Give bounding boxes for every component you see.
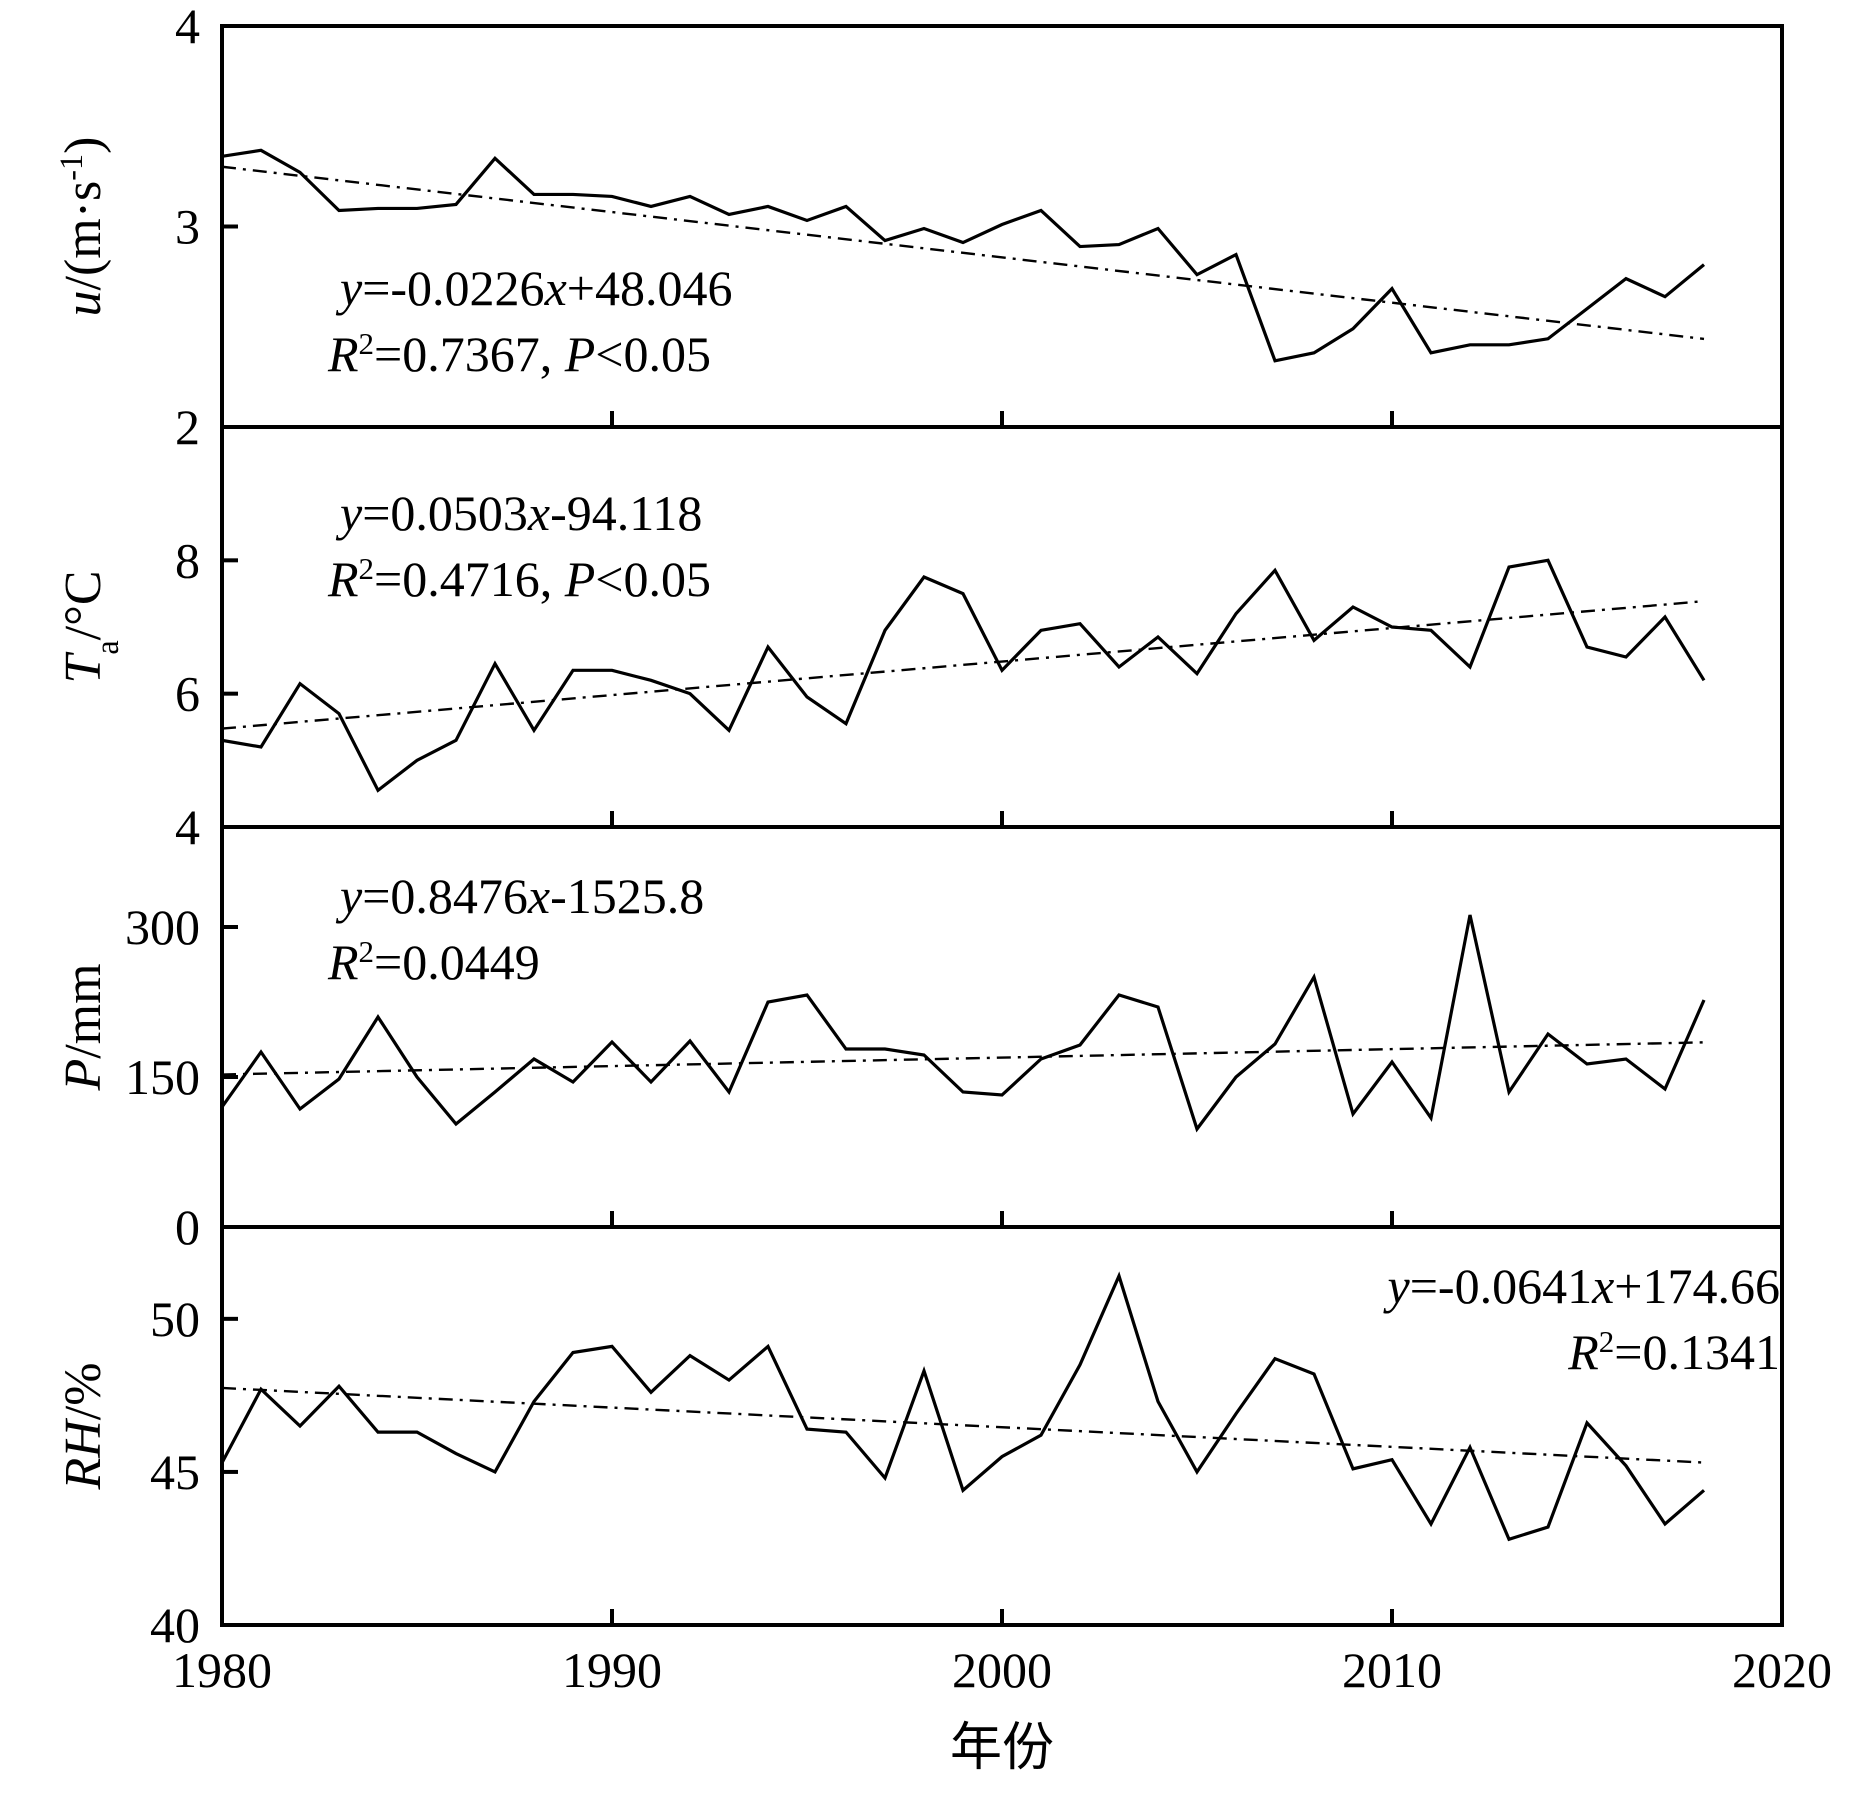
text-part: -94.118 — [550, 485, 702, 541]
x-tick-label: 1990 — [562, 1642, 662, 1698]
text-part: P — [564, 551, 596, 607]
text-part: y — [335, 868, 363, 924]
series-line-trend — [221, 1386, 1705, 1464]
text-part: -1525.8 — [550, 868, 704, 924]
text-part: +48.046 — [567, 260, 733, 316]
x-tick-label: 2020 — [1732, 1642, 1832, 1698]
text-part: 2 — [359, 326, 375, 361]
text-part: R — [327, 934, 359, 990]
y-tick-label: 4 — [175, 799, 200, 855]
equation-line-2: R2=0.1341 — [1567, 1324, 1780, 1381]
series-line-trend — [221, 1041, 1705, 1076]
text-part: 2 — [1599, 1324, 1615, 1359]
text-part: 2 — [359, 934, 375, 969]
text-part: x — [527, 868, 550, 924]
text-part: P — [55, 1059, 112, 1092]
equation-line-1: y=-0.0226x+48.046 — [335, 260, 732, 316]
equation-line-2: R2=0.4716, P<0.05 — [327, 551, 711, 608]
text-part: x — [527, 485, 550, 541]
text-part: T — [55, 652, 112, 684]
equation-line-2: R2=0.7367, P<0.05 — [327, 326, 711, 383]
text-part: P — [564, 326, 596, 382]
y-tick-label: 50 — [150, 1291, 200, 1347]
text-part: =-0.0641 — [1410, 1258, 1592, 1314]
text-part: =0.1341 — [1614, 1324, 1780, 1380]
text-part: =0.0449 — [374, 934, 540, 990]
series-line-observed — [222, 1271, 1706, 1542]
text-part: R — [327, 551, 359, 607]
text-part: =-0.0226 — [362, 260, 544, 316]
text-part: /mm — [55, 963, 112, 1058]
text-part: <0.05 — [595, 551, 711, 607]
y-axis-label: Ta/°C — [55, 570, 125, 683]
text-part: 2 — [359, 551, 375, 586]
text-part: x — [1591, 1258, 1614, 1314]
y-axis-label: RH/% — [55, 1362, 112, 1490]
x-tick-label: 1980 — [172, 1642, 272, 1698]
text-part: =0.0503 — [362, 485, 528, 541]
panel-humidity: 40 45 50 RH/% y=-0.0641x+174.66 R2=0.1341 — [55, 1225, 1784, 1653]
text-part: /(m·s — [55, 181, 112, 291]
equation-line-2: R2=0.0449 — [327, 934, 540, 991]
y-tick-label: 8 — [175, 532, 200, 588]
text-part: R — [1567, 1324, 1599, 1380]
x-tick-label: 2000 — [952, 1642, 1052, 1698]
x-tick-label: 2010 — [1342, 1642, 1442, 1698]
text-part: y — [335, 485, 363, 541]
text-part: =0.7367, — [374, 326, 565, 382]
text-part: x — [544, 260, 567, 316]
text-part: /°C — [55, 570, 112, 640]
equation-line-1: y=-0.0641x+174.66 — [1383, 1258, 1780, 1314]
series-line-observed — [222, 148, 1706, 363]
text-part: RH — [55, 1418, 112, 1491]
panel-wind: 2 3 4 u/(m·s-1) y=-0.0226x+48.046 R2=0.7367, … — [53, 0, 1784, 455]
text-part: u — [55, 290, 112, 316]
y-axis-label: u/(m·s-1) — [53, 137, 112, 317]
y-tick-label: 6 — [175, 666, 200, 722]
text-part: -1 — [53, 154, 89, 181]
series-line-observed — [222, 914, 1706, 1133]
y-tick-label: 300 — [125, 899, 200, 955]
text-part: /% — [55, 1362, 112, 1420]
y-tick-label: 3 — [175, 199, 200, 255]
equation-line-1: y=0.8476x-1525.8 — [335, 868, 704, 924]
panel-temperature: 4 6 8 Ta/°C y=0.0503x-94.118 R2=0.4716, P<0.0… — [55, 425, 1784, 855]
x-axis-title: 年份 — [950, 1718, 1054, 1778]
text-part: =0.4716, — [374, 551, 565, 607]
series-line-trend — [221, 165, 1705, 341]
text-part: y — [1383, 1258, 1411, 1314]
y-tick-label: 40 — [150, 1597, 200, 1653]
y-tick-label: 2 — [175, 399, 200, 455]
text-part: y — [335, 260, 363, 316]
equation-line-1: y=0.0503x-94.118 — [335, 485, 702, 541]
y-tick-label: 150 — [125, 1049, 200, 1105]
series-line-trend — [221, 599, 1705, 730]
y-tick-label: 4 — [175, 0, 200, 54]
y-tick-label: 45 — [150, 1444, 200, 1500]
y-axis-label: P/mm — [55, 963, 112, 1091]
text-part: ) — [55, 137, 112, 154]
y-tick-label: 0 — [175, 1199, 200, 1255]
text-part: =0.8476 — [362, 868, 528, 924]
text-part: a — [89, 640, 125, 654]
series-line-observed — [222, 558, 1706, 793]
text-part: R — [327, 326, 359, 382]
text-part: +174.66 — [1614, 1258, 1780, 1314]
text-part: <0.05 — [595, 326, 711, 382]
